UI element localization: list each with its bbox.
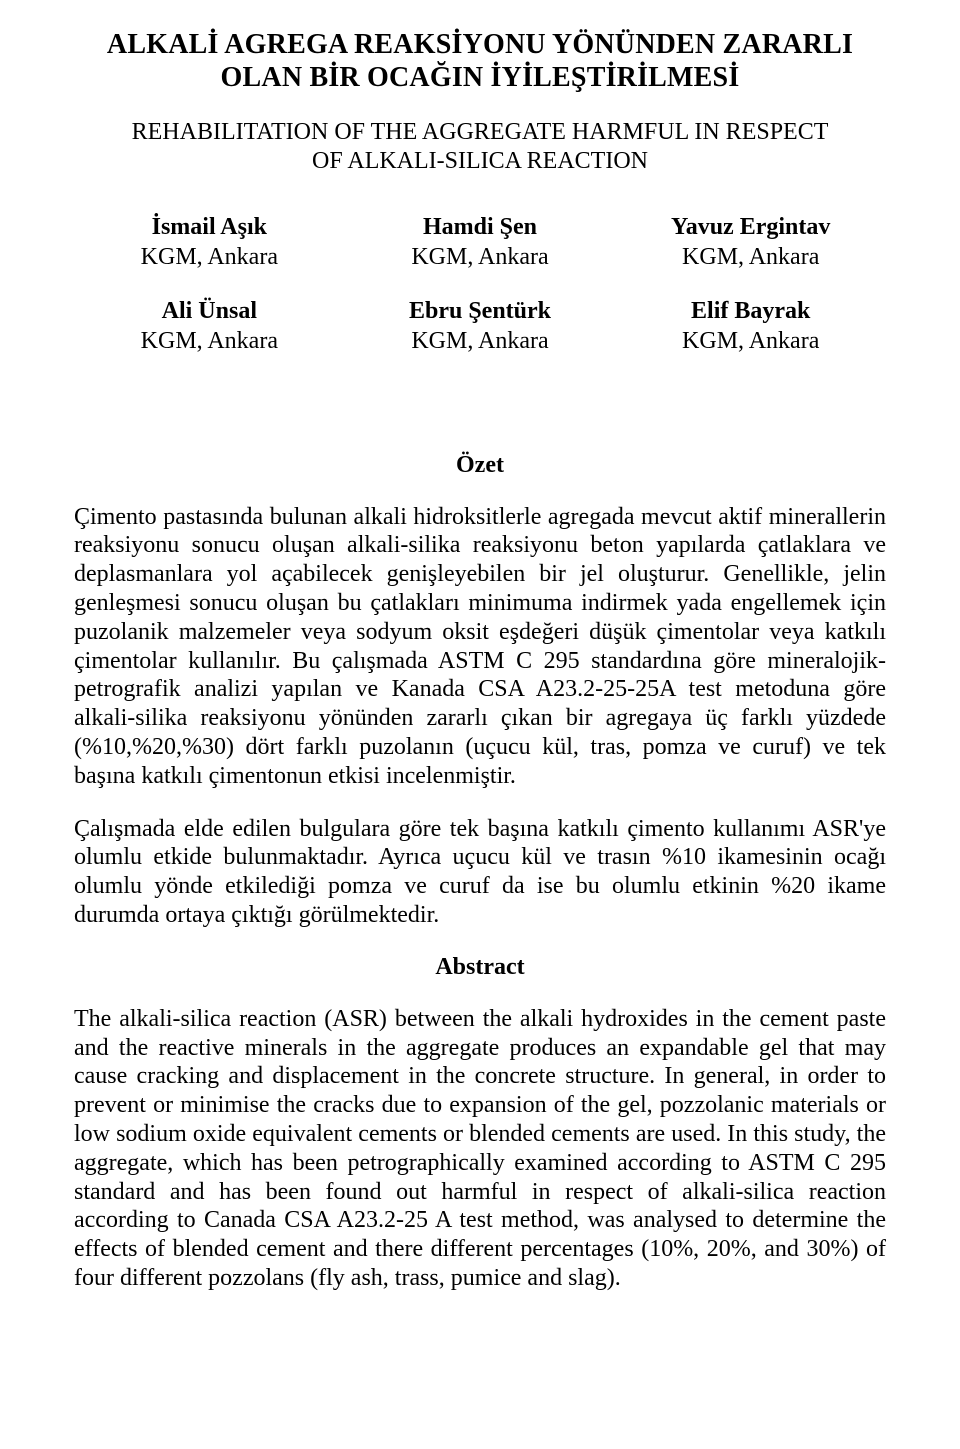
section-heading-ozet: Özet bbox=[74, 452, 886, 479]
ozet-paragraph-2: Çalışmada elde edilen bulgulara göre tek… bbox=[74, 815, 886, 930]
author-name: Ali Ünsal bbox=[162, 296, 257, 326]
author-affiliation: KGM, Ankara bbox=[141, 242, 278, 272]
section-heading-abstract: Abstract bbox=[74, 954, 886, 981]
title-line-1: ALKALİ AGREGA REAKSİYONU YÖNÜNDEN ZARARL… bbox=[107, 29, 853, 60]
paper-title: ALKALİ AGREGA REAKSİYONU YÖNÜNDEN ZARARL… bbox=[74, 28, 886, 94]
author-affiliation: KGM, Ankara bbox=[682, 242, 819, 272]
author-affiliation: KGM, Ankara bbox=[141, 326, 278, 356]
author-name: Ebru Şentürk bbox=[409, 296, 551, 326]
page: ALKALİ AGREGA REAKSİYONU YÖNÜNDEN ZARARL… bbox=[0, 0, 960, 1449]
author-column-2: Hamdi Şen KGM, Ankara Ebru Şentürk KGM, … bbox=[345, 212, 616, 356]
subtitle-line-1: REHABILITATION OF THE AGGREGATE HARMFUL … bbox=[132, 119, 829, 145]
authors-block: İsmail Aşık KGM, Ankara Ali Ünsal KGM, A… bbox=[74, 212, 886, 356]
author-affiliation: KGM, Ankara bbox=[411, 242, 548, 272]
author-column-3: Yavuz Ergintav KGM, Ankara Elif Bayrak K… bbox=[615, 212, 886, 356]
abstract-paragraph-1: The alkali-silica reaction (ASR) between… bbox=[74, 1005, 886, 1293]
title-line-2: OLAN BİR OCAĞIN İYİLEŞTİRİLMESİ bbox=[221, 62, 740, 93]
ozet-paragraph-1: Çimento pastasında bulunan alkali hidrok… bbox=[74, 503, 886, 791]
author-name: İsmail Aşık bbox=[152, 212, 267, 242]
author-name: Hamdi Şen bbox=[423, 212, 537, 242]
subtitle-line-2: OF ALKALI-SILICA REACTION bbox=[312, 148, 648, 174]
paper-subtitle: REHABILITATION OF THE AGGREGATE HARMFUL … bbox=[74, 118, 886, 176]
author-name: Elif Bayrak bbox=[691, 296, 810, 326]
author-name: Yavuz Ergintav bbox=[671, 212, 830, 242]
author-affiliation: KGM, Ankara bbox=[411, 326, 548, 356]
author-column-1: İsmail Aşık KGM, Ankara Ali Ünsal KGM, A… bbox=[74, 212, 345, 356]
author-affiliation: KGM, Ankara bbox=[682, 326, 819, 356]
